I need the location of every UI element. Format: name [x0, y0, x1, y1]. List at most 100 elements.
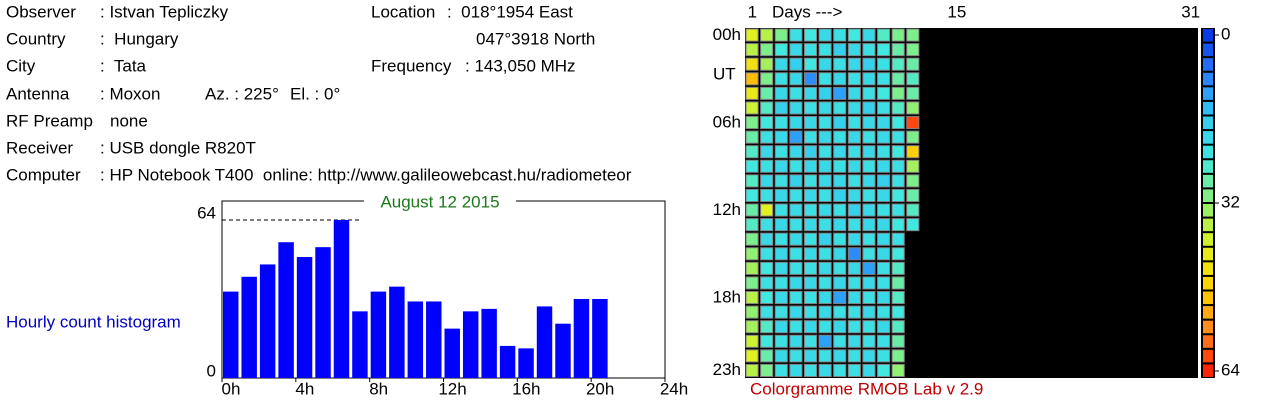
cell — [760, 116, 774, 130]
cell — [891, 116, 905, 130]
cell — [760, 218, 774, 232]
cell — [906, 188, 920, 203]
cell — [847, 188, 861, 203]
cell — [818, 334, 832, 348]
bar — [389, 286, 405, 378]
colorbar-tick-label: 0 — [1221, 24, 1230, 43]
bar — [259, 264, 276, 378]
cell — [774, 232, 788, 246]
colorbar-cell — [1203, 189, 1213, 202]
cell — [847, 363, 861, 377]
colorbar-cell — [1203, 320, 1213, 334]
colorbar-cell — [1203, 349, 1213, 363]
bar — [296, 257, 313, 378]
histogram-title: August 12 2015 — [380, 192, 499, 211]
cell — [877, 86, 891, 100]
cell — [891, 247, 905, 261]
cell — [891, 101, 905, 115]
location-lat: 047°3918 North — [476, 29, 595, 48]
cell — [803, 159, 818, 173]
cell — [789, 247, 803, 261]
cell — [833, 145, 847, 159]
cell — [862, 86, 876, 100]
y-tick-label: 06h — [713, 112, 741, 131]
cell — [833, 188, 847, 203]
cell — [774, 261, 788, 275]
cell — [789, 203, 803, 217]
cell — [745, 247, 759, 261]
cell — [745, 305, 759, 319]
cell — [862, 261, 876, 275]
cell — [847, 320, 861, 334]
frequency-label: Frequency — [371, 56, 452, 75]
colorbar-cell — [1203, 335, 1213, 348]
cell — [818, 116, 832, 130]
colorbar-cell — [1203, 218, 1213, 232]
cell — [877, 349, 891, 363]
cell — [745, 334, 759, 348]
cell — [745, 188, 759, 203]
cell — [891, 174, 905, 188]
cell — [906, 101, 920, 115]
cell — [862, 349, 876, 363]
colorbar-cell — [1203, 233, 1213, 246]
bar — [315, 247, 331, 378]
colorgramme-title: Colorgramme RMOB Lab v 2.9 — [750, 379, 983, 398]
cell — [847, 349, 861, 363]
cell — [862, 159, 876, 173]
cell — [760, 203, 774, 217]
cell — [789, 188, 803, 203]
cell — [833, 203, 847, 217]
cell — [891, 363, 905, 377]
cell — [862, 43, 876, 57]
cell — [847, 232, 861, 246]
cell — [847, 291, 861, 305]
cell — [803, 174, 818, 188]
cell — [789, 349, 803, 363]
cell — [891, 188, 905, 203]
cell — [847, 159, 861, 173]
cell — [877, 72, 891, 86]
field-label: Antenna — [6, 84, 70, 103]
cell — [862, 72, 876, 86]
cell — [789, 320, 803, 334]
field-label: RF Preamp — [6, 111, 93, 130]
cell — [877, 101, 891, 115]
y-tick-label: 23h — [713, 360, 741, 379]
cell — [833, 349, 847, 363]
cell — [906, 43, 920, 57]
cell — [745, 72, 759, 86]
cell — [891, 320, 905, 334]
y-tick-label: 12h — [713, 200, 741, 219]
cell — [745, 116, 759, 130]
cell — [818, 320, 832, 334]
cell — [877, 174, 891, 188]
cell — [789, 363, 803, 377]
cell — [818, 57, 832, 71]
cell — [877, 28, 891, 42]
cell — [833, 86, 847, 100]
field-value: : Hungary — [100, 29, 179, 48]
cell — [818, 43, 832, 57]
cell — [862, 232, 876, 246]
cell — [774, 218, 788, 232]
y-tick-label: 00h — [713, 25, 741, 44]
cell — [833, 305, 847, 319]
cell — [803, 130, 818, 144]
cell — [760, 72, 774, 86]
cell — [906, 86, 920, 100]
cell — [760, 57, 774, 71]
cell — [789, 276, 803, 290]
days-label: Days ---> — [772, 2, 842, 21]
x-tick-label: 24h — [660, 379, 688, 398]
cell — [891, 43, 905, 57]
bar — [352, 311, 368, 378]
cell — [760, 334, 774, 348]
cell — [847, 57, 861, 71]
histogram: August 12 2015 Hourly count histogram 0 6… — [6, 192, 688, 398]
x-tick-label: 20h — [586, 379, 614, 398]
cell — [774, 28, 788, 42]
colorbar-cell — [1203, 262, 1213, 275]
field-label: Computer — [6, 165, 81, 184]
colorbar-cell — [1203, 43, 1213, 57]
